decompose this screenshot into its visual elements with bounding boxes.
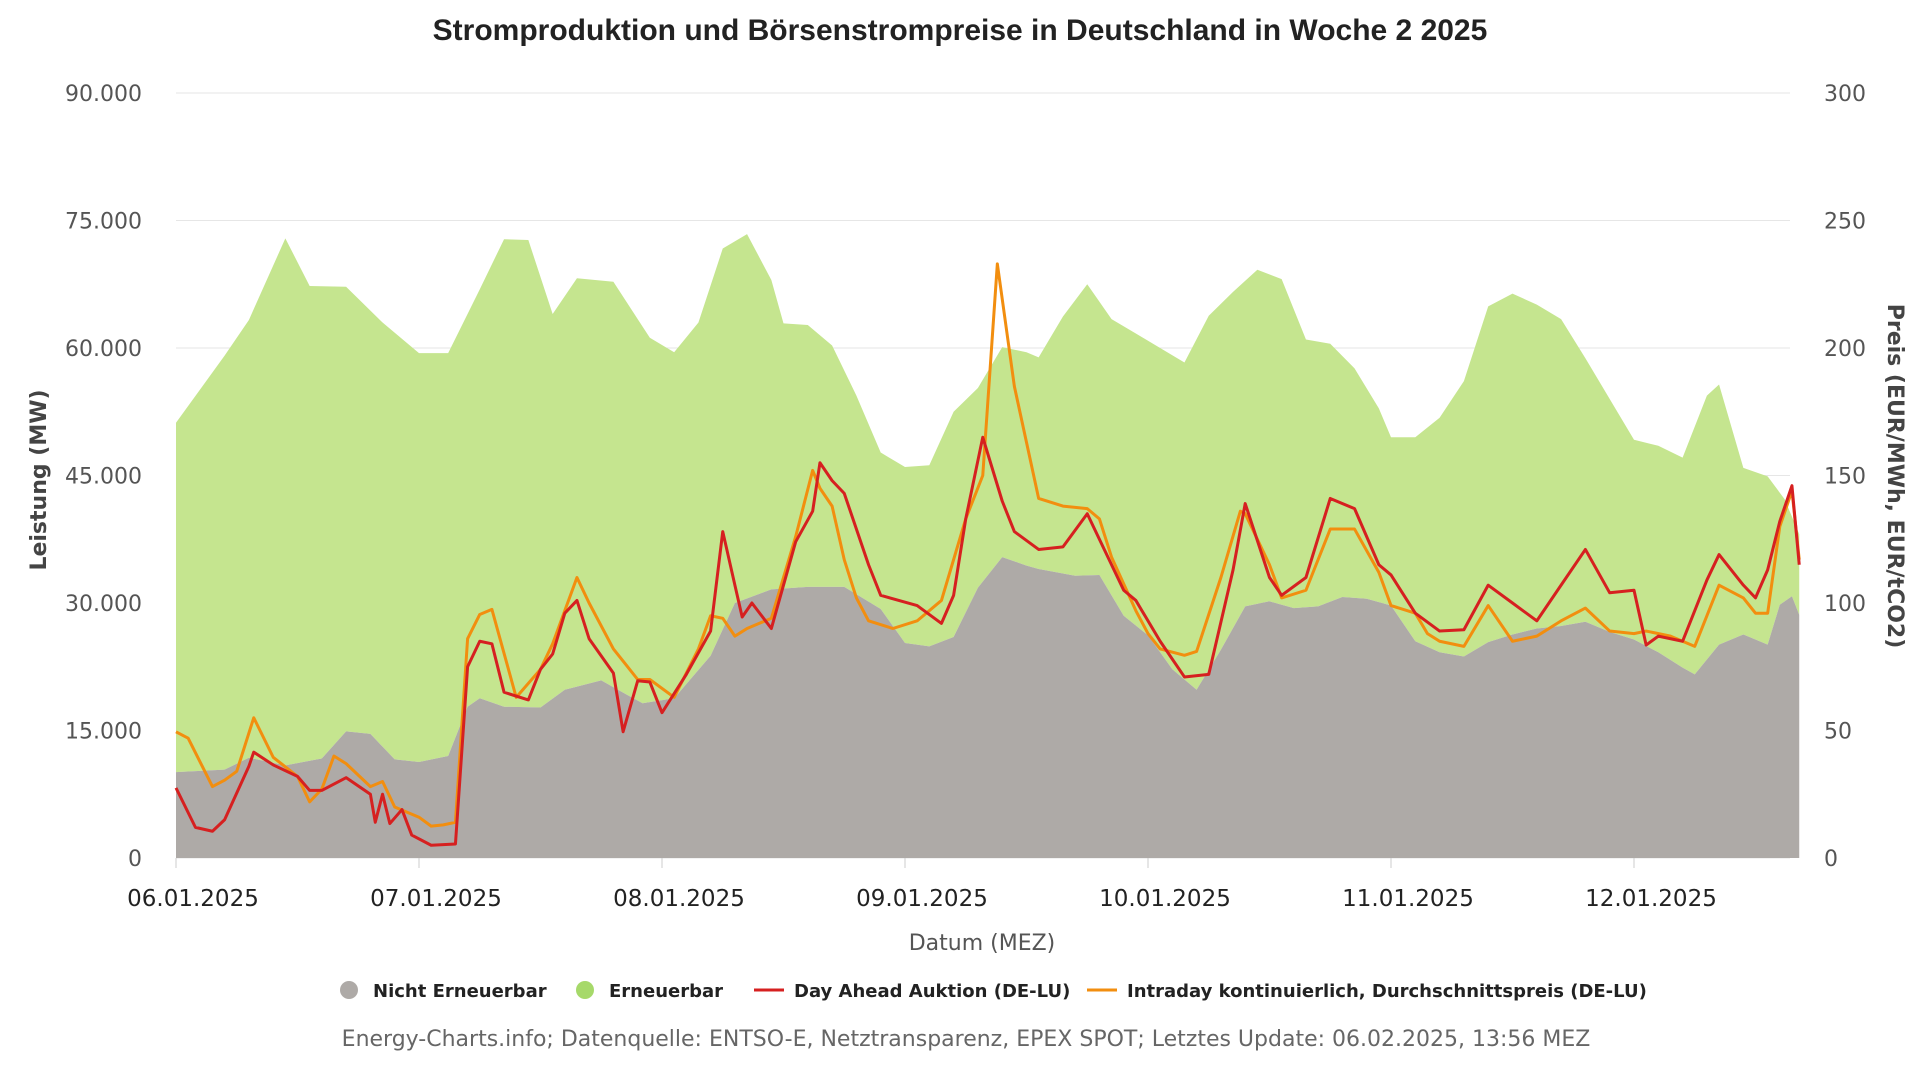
y-left-tick-label: 0 [128,847,142,872]
x-tick-label: 06.01.2025 [127,886,259,912]
x-tick-label: 11.01.2025 [1342,886,1474,912]
y-axis-left-ticks: 0 15.000 30.000 45.000 60.000 75.000 90.000 [65,82,142,872]
x-axis-title: Datum (MEZ) [909,931,1056,956]
chart-title: Stromproduktion und Börsenstrompreise in… [433,14,1488,47]
y-right-tick-label: 250 [1824,210,1866,235]
y-right-tick-label: 300 [1824,82,1866,107]
y-right-tick-label: 50 [1824,720,1852,745]
area-erneuerbar[interactable] [176,234,1800,773]
x-tick-label: 07.01.2025 [370,886,502,912]
legend-swatch-nicht-erneuerbar [340,981,358,999]
y-right-tick-label: 200 [1824,337,1866,362]
legend-item-intraday[interactable]: Intraday kontinuierlich, Durchschnittspr… [1087,981,1647,1002]
y-axis-right-ticks: 0 50 100 150 200 250 300 [1824,82,1866,872]
y-left-tick-label: 30.000 [65,592,142,617]
legend-item-erneuerbar[interactable]: Erneuerbar [576,981,723,1002]
legend-label-intraday: Intraday kontinuierlich, Durchschnittspr… [1127,981,1647,1002]
y-left-tick-label: 90.000 [65,82,142,107]
line-intraday[interactable] [175,262,1801,828]
y-axis-left-title: Leistung (MW) [27,389,52,570]
y-axis-right-title: Preis (EUR/MWh, EUR/tCO2) [1882,304,1907,649]
y-left-tick-label: 60.000 [65,337,142,362]
legend: Nicht Erneuerbar Erneuerbar Day Ahead Au… [340,981,1647,1002]
line-series [174,262,1801,847]
x-axis-ticks: 06.01.2025 07.01.2025 08.01.2025 09.01.2025… [127,858,1717,912]
x-tick-label: 09.01.2025 [856,886,988,912]
y-left-tick-label: 15.000 [65,720,142,745]
legend-label-day-ahead: Day Ahead Auktion (DE-LU) [794,981,1070,1002]
x-tick-label: 08.01.2025 [613,886,745,912]
y-right-tick-label: 150 [1824,465,1866,490]
y-left-tick-label: 75.000 [65,210,142,235]
y-right-tick-label: 0 [1824,847,1838,872]
legend-item-day-ahead[interactable]: Day Ahead Auktion (DE-LU) [754,981,1070,1002]
y-right-tick-label: 100 [1824,592,1866,617]
legend-item-nicht-erneuerbar[interactable]: Nicht Erneuerbar [340,981,547,1002]
legend-label-erneuerbar: Erneuerbar [609,981,723,1002]
x-tick-label: 10.01.2025 [1099,886,1231,912]
chart-credits[interactable]: Energy-Charts.info; Datenquelle: ENTSO-E… [342,1027,1591,1052]
area-series [176,234,1800,858]
line-day-ahead[interactable] [174,435,1801,847]
legend-swatch-erneuerbar [576,981,594,999]
legend-label-nicht-erneuerbar: Nicht Erneuerbar [373,981,547,1002]
y-left-tick-label: 45.000 [65,465,142,490]
x-tick-label: 12.01.2025 [1585,886,1717,912]
area-nicht-erneuerbar[interactable] [176,557,1800,858]
